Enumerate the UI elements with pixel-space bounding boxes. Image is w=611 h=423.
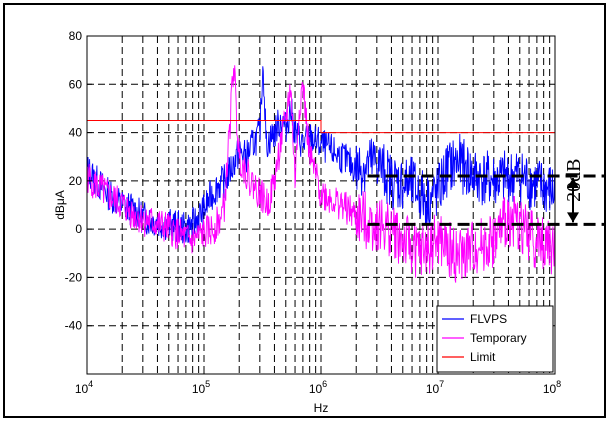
y-axis-label: dBμA [53,190,67,220]
legend-label-limit: Limit [470,350,496,364]
legend-label-flvps: FLVPS [470,312,507,326]
y-tick-label: 60 [69,77,83,91]
legend-box [436,305,554,373]
y-tick-label: 0 [75,222,82,236]
annotation-arrow-head-up [567,178,579,189]
annotation-label: 20dB [563,158,585,201]
y-tick-label: -40 [65,319,83,333]
x-tick-label: 108 [543,379,561,396]
x-tick-label: 104 [75,379,93,396]
chart-frame [3,3,606,418]
annotation-20db: 20dB [367,158,605,226]
annotation-arrow-head-down [567,212,579,223]
y-tick-label: 40 [69,126,83,140]
y-tick-label: -20 [65,270,83,284]
series-group [87,65,555,283]
series-line-limit [87,120,555,134]
series-line-temporary [87,65,555,283]
y-tick-label: 20 [69,174,83,188]
x-tick-label: 105 [192,379,210,396]
y-tick-label: 80 [69,29,83,43]
x-tick-label: 107 [426,379,444,396]
legend-label-temporary: Temporary [470,331,527,345]
legend: FLVPS Temporary Limit [436,305,554,373]
x-axis-label: Hz [314,401,329,415]
x-tick-label: 106 [309,379,327,396]
